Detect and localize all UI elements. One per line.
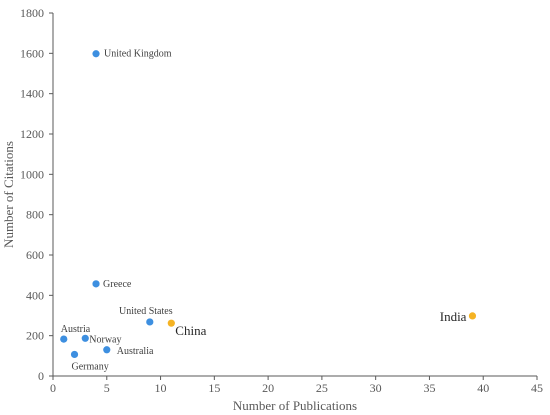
y-tick-label: 1400	[20, 87, 44, 101]
y-tick-label: 800	[26, 208, 44, 222]
point-china	[167, 319, 175, 327]
y-tick-label: 1800	[20, 6, 44, 20]
x-tick-label: 15	[208, 381, 220, 395]
y-tick-labels: 0 200 400 600 800 1000 1200 1400 1600 1800	[20, 6, 53, 383]
point-norway	[81, 334, 89, 342]
point-label-australia: Australia	[117, 346, 154, 357]
point-label-china: China	[175, 323, 206, 338]
point-austria	[60, 335, 68, 343]
point-label-greece: Greece	[103, 279, 132, 290]
y-tick-label: 600	[26, 248, 44, 262]
y-tick-label: 400	[26, 288, 44, 302]
point-label-germany: Germany	[72, 361, 109, 372]
point-india	[468, 312, 477, 320]
y-tick-label: 0	[38, 369, 44, 383]
point-germany	[70, 350, 79, 359]
point-united-kingdom	[92, 50, 100, 58]
point-australia	[103, 346, 111, 354]
point-label-india: India	[440, 309, 467, 324]
y-tick-label: 1000	[20, 167, 44, 181]
point-label-norway: Norway	[89, 334, 121, 345]
x-axis-title: Number of Publications	[233, 398, 357, 413]
y-tick-label: 1200	[20, 127, 44, 141]
point-label-united-kingdom: United Kingdom	[104, 49, 172, 60]
y-tick-label: 1600	[20, 46, 44, 60]
x-tick-label: 20	[262, 381, 274, 395]
x-tick-labels: 0 5 10 15 20 25 30 35 40 45	[50, 376, 543, 395]
y-axis-title: Number of Citations	[1, 141, 16, 248]
x-tick-label: 25	[316, 381, 328, 395]
x-tick-label: 35	[423, 381, 435, 395]
x-tick-label: 45	[531, 381, 543, 395]
x-tick-label: 40	[477, 381, 489, 395]
point-label-united-states: United States	[119, 306, 173, 317]
point-label-austria: Austria	[61, 324, 91, 335]
x-tick-label: 10	[155, 381, 167, 395]
x-tick-label: 5	[104, 381, 110, 395]
data-points	[60, 50, 477, 359]
x-tick-label: 30	[370, 381, 382, 395]
point-greece	[92, 280, 100, 288]
y-tick-label: 200	[26, 329, 44, 343]
point-united-states	[146, 318, 154, 326]
x-tick-label: 0	[50, 381, 56, 395]
